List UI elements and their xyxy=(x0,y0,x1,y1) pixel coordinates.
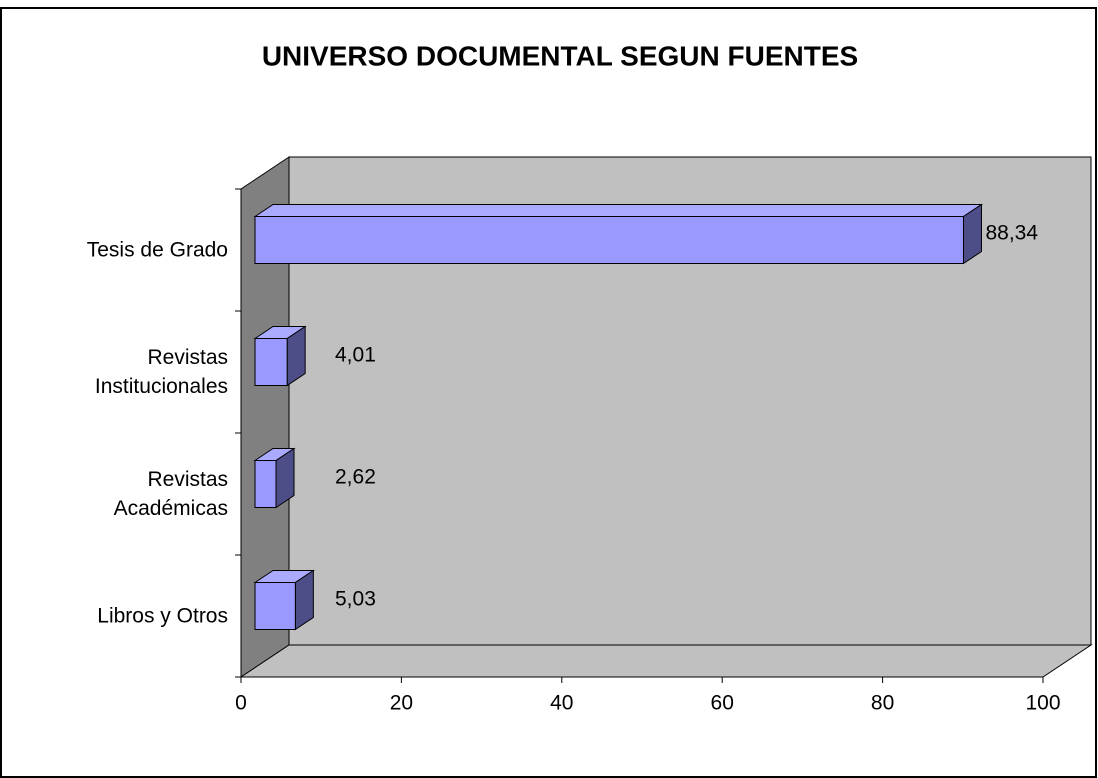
x-tick-label: 100 xyxy=(1025,692,1060,715)
value-label: 4,01 xyxy=(335,344,376,367)
value-label: 88,34 xyxy=(985,222,1038,245)
bar-top xyxy=(253,204,984,217)
value-label: 2,62 xyxy=(335,466,376,489)
bar xyxy=(253,447,296,509)
x-tick-label: 60 xyxy=(711,692,734,715)
bar xyxy=(253,203,984,265)
y-tick-label: Tesis de Grado xyxy=(86,238,228,262)
y-tick-label: Revistas Académicas xyxy=(113,468,228,520)
chart-title: UNIVERSO DOCUMENTAL SEGUN FUENTES xyxy=(262,40,858,71)
y-tick-label: Revistas Institucionales xyxy=(94,346,228,398)
floor xyxy=(239,644,1093,678)
bar-front xyxy=(254,216,964,264)
x-tick-label: 20 xyxy=(390,692,413,715)
x-tick-label: 0 xyxy=(235,692,247,715)
x-tick-label: 40 xyxy=(550,692,573,715)
bar xyxy=(253,325,307,387)
bar-front xyxy=(254,582,296,630)
y-tick-label: Libros y Otros xyxy=(97,604,228,628)
bar-front xyxy=(254,338,288,386)
bar-front xyxy=(254,460,277,508)
value-label: 5,03 xyxy=(335,588,376,611)
bar xyxy=(253,569,315,631)
x-tick-label: 80 xyxy=(871,692,894,715)
